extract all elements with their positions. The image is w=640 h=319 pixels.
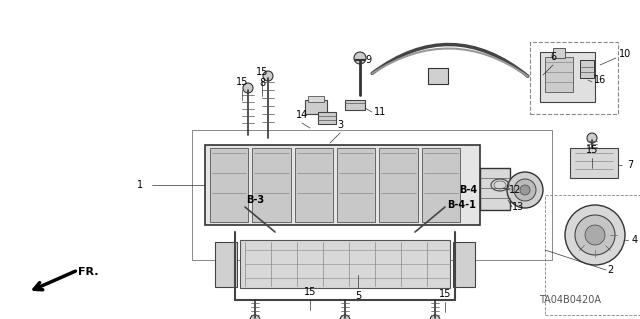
Bar xyxy=(252,148,291,222)
Text: 15: 15 xyxy=(236,77,248,87)
Text: 15: 15 xyxy=(304,287,316,297)
Bar xyxy=(545,195,640,315)
Bar xyxy=(210,148,248,222)
Circle shape xyxy=(520,185,530,195)
Bar xyxy=(240,240,450,288)
Bar xyxy=(308,96,324,102)
Bar xyxy=(422,148,460,222)
Bar xyxy=(530,42,618,114)
Text: FR.: FR. xyxy=(77,267,99,277)
Text: TA04B0420A: TA04B0420A xyxy=(539,295,601,305)
Text: 2: 2 xyxy=(607,265,613,275)
Bar xyxy=(570,148,618,178)
Text: 15: 15 xyxy=(586,145,598,155)
Circle shape xyxy=(514,179,536,201)
Bar xyxy=(215,242,237,287)
Text: 6: 6 xyxy=(550,52,556,62)
Circle shape xyxy=(340,315,350,319)
Bar xyxy=(428,68,448,84)
Text: 12: 12 xyxy=(509,185,521,195)
Text: 11: 11 xyxy=(374,107,386,117)
Text: 10: 10 xyxy=(619,49,631,59)
Text: 13: 13 xyxy=(512,202,524,212)
Circle shape xyxy=(243,83,253,93)
Bar xyxy=(192,130,552,260)
Circle shape xyxy=(585,225,605,245)
Circle shape xyxy=(430,315,440,319)
Text: 15: 15 xyxy=(256,67,268,77)
Text: 16: 16 xyxy=(594,75,606,85)
Text: B-4-1: B-4-1 xyxy=(447,200,476,210)
Bar xyxy=(345,100,365,110)
Bar xyxy=(480,168,510,210)
Text: 14: 14 xyxy=(296,110,308,120)
Circle shape xyxy=(354,52,366,64)
Circle shape xyxy=(263,71,273,81)
Text: B-3: B-3 xyxy=(246,195,264,205)
Bar xyxy=(318,112,336,124)
Bar xyxy=(305,100,327,114)
Circle shape xyxy=(575,215,615,255)
FancyArrowPatch shape xyxy=(372,48,528,76)
Bar xyxy=(453,242,475,287)
Text: 3: 3 xyxy=(337,120,343,130)
Bar xyxy=(540,52,595,102)
Bar xyxy=(545,57,573,92)
Bar xyxy=(580,60,594,78)
Bar xyxy=(294,148,333,222)
Text: B-4: B-4 xyxy=(459,185,477,195)
Text: 7: 7 xyxy=(627,160,633,170)
Text: 8: 8 xyxy=(259,78,265,88)
Circle shape xyxy=(565,205,625,265)
Circle shape xyxy=(507,172,543,208)
Bar xyxy=(337,148,375,222)
Bar xyxy=(380,148,417,222)
Text: 1: 1 xyxy=(137,180,143,190)
Text: 15: 15 xyxy=(439,289,451,299)
Circle shape xyxy=(250,315,260,319)
Bar xyxy=(205,145,480,225)
FancyArrowPatch shape xyxy=(372,44,528,76)
Bar xyxy=(553,48,565,58)
Text: 4: 4 xyxy=(632,235,638,245)
Text: 9: 9 xyxy=(365,55,371,65)
Circle shape xyxy=(587,133,597,143)
Text: 5: 5 xyxy=(355,291,361,301)
